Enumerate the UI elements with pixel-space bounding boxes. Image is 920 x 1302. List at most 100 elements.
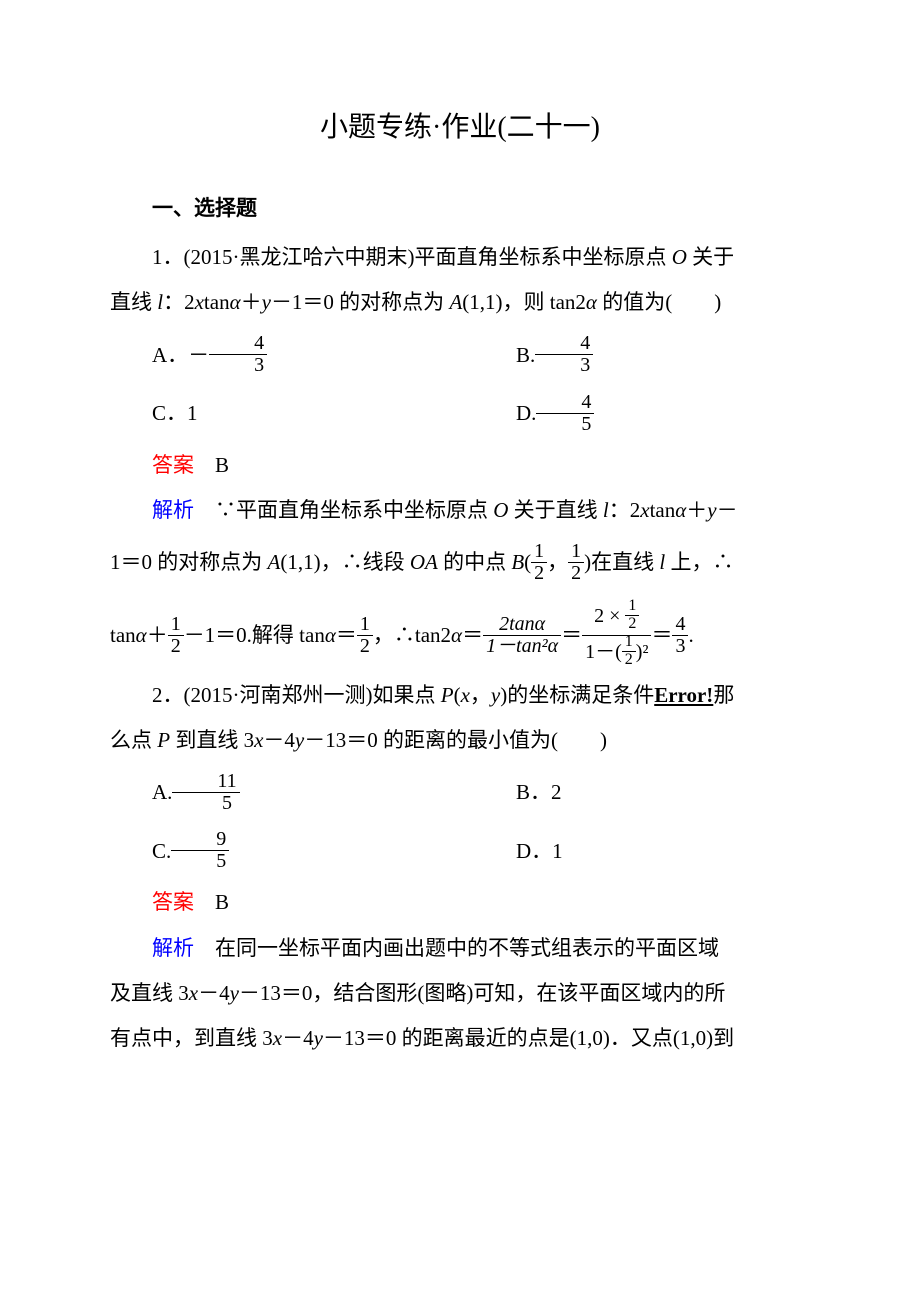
numerator: 2 × 12 bbox=[582, 600, 651, 635]
text: 关于 bbox=[687, 245, 734, 269]
text: ＝ bbox=[462, 623, 483, 647]
fraction: 115 bbox=[172, 771, 239, 814]
text: ＝ bbox=[561, 623, 582, 647]
fraction: 43 bbox=[672, 614, 688, 657]
text: ，∴tan2 bbox=[373, 623, 451, 647]
q2-explain-line1: 解析 在同一坐标平面内画出题中的不等式组表示的平面区域 bbox=[110, 926, 810, 971]
text: 那 bbox=[713, 683, 734, 707]
var-y: y bbox=[491, 683, 500, 707]
denominator: 5 bbox=[536, 413, 594, 435]
text: 有点中，到直线 3 bbox=[110, 1026, 273, 1050]
text: ( bbox=[524, 550, 531, 574]
var-x: x bbox=[461, 683, 470, 707]
q2-option-b: B．2 bbox=[474, 763, 810, 822]
explain-label: 解析 bbox=[152, 936, 194, 960]
text: －13＝0，结合图形(图略)可知，在该平面区域内的所 bbox=[239, 981, 726, 1005]
text: tan bbox=[650, 498, 676, 522]
fraction: 12 bbox=[622, 634, 636, 669]
denominator: 1－tan²α bbox=[483, 635, 561, 657]
label: C. bbox=[152, 839, 171, 863]
q1-explain-line3: tanα＋12－1＝0.解得 tanα＝12，∴tan2α＝2tanα1－tan… bbox=[110, 600, 810, 672]
text: －4 bbox=[198, 981, 230, 1005]
text: ：2 bbox=[609, 498, 641, 522]
var-P: P bbox=[441, 683, 454, 707]
fraction: 12 bbox=[357, 614, 373, 657]
text: )² bbox=[636, 641, 649, 663]
q2-answer: 答案 B bbox=[110, 880, 810, 925]
label: B. bbox=[516, 343, 535, 367]
denominator: 5 bbox=[172, 792, 239, 814]
text: 关于直线 bbox=[508, 498, 603, 522]
var-x: x bbox=[640, 498, 649, 522]
q2-explain-line2: 及直线 3x－4y－13＝0，结合图形(图略)可知，在该平面区域内的所 bbox=[110, 971, 810, 1016]
var-x: x bbox=[254, 728, 263, 752]
explain-label: 解析 bbox=[152, 498, 194, 522]
numerator: 1 bbox=[622, 634, 636, 651]
var-alpha: α bbox=[675, 498, 686, 522]
text: －1＝0 的对称点为 bbox=[271, 290, 450, 314]
text: 在同一坐标平面内画出题中的不等式组表示的平面区域 bbox=[215, 936, 719, 960]
section-heading: 一、选择题 bbox=[110, 186, 810, 231]
q1-answer: 答案 B bbox=[110, 443, 810, 488]
text: 1＝0 的对称点为 bbox=[110, 550, 268, 574]
q2-stem-line1: 2．(2015·河南郑州一测)如果点 P(x，y)的坐标满足条件Error!那 bbox=[110, 673, 810, 718]
numerator: 1 bbox=[357, 614, 373, 635]
text: tan bbox=[204, 290, 230, 314]
var-y: y bbox=[707, 498, 716, 522]
fraction: 45 bbox=[536, 392, 594, 435]
text: )在直线 bbox=[584, 550, 659, 574]
fraction: 43 bbox=[209, 333, 267, 376]
q2-options-row1: A.115 B．2 bbox=[110, 763, 810, 822]
denominator: 2 bbox=[622, 651, 636, 669]
text: 到直线 3 bbox=[170, 728, 254, 752]
label: B．2 bbox=[516, 780, 562, 804]
denominator: 2 bbox=[168, 635, 184, 657]
numerator: 1 bbox=[168, 614, 184, 635]
text: ＝ bbox=[336, 623, 357, 647]
denominator: 2 bbox=[357, 635, 373, 657]
numerator: 4 bbox=[536, 392, 594, 413]
var-O: O bbox=[493, 498, 508, 522]
answer-label: 答案 bbox=[152, 890, 194, 914]
var-O: O bbox=[672, 245, 687, 269]
denominator: 2 bbox=[568, 562, 584, 584]
q1-option-d: D.45 bbox=[474, 384, 810, 443]
answer-value: B bbox=[215, 890, 229, 914]
var-alpha: α bbox=[586, 290, 597, 314]
text: ＋ bbox=[686, 498, 707, 522]
text: 直线 bbox=[110, 290, 157, 314]
text: －4 bbox=[282, 1026, 314, 1050]
var-y: y bbox=[295, 728, 304, 752]
text: － bbox=[717, 498, 738, 522]
var-alpha: α bbox=[230, 290, 241, 314]
denominator: 2 bbox=[625, 615, 639, 633]
fraction-nested: 2 × 121－(12)² bbox=[582, 600, 651, 670]
text: 的中点 bbox=[438, 550, 512, 574]
text: ， bbox=[547, 550, 568, 574]
label: D．1 bbox=[516, 839, 563, 863]
q2-option-c: C.95 bbox=[110, 822, 474, 881]
var-P: P bbox=[157, 728, 170, 752]
var-y: y bbox=[230, 981, 239, 1005]
answer-value: B bbox=[215, 453, 229, 477]
var-alpha: α bbox=[325, 623, 336, 647]
var-y: y bbox=[314, 1026, 323, 1050]
fraction: 95 bbox=[171, 829, 229, 872]
text: 么点 bbox=[110, 728, 157, 752]
text: 上，∴ bbox=[665, 550, 733, 574]
denominator: 3 bbox=[535, 354, 593, 376]
numerator: 4 bbox=[209, 333, 267, 354]
text: 2 × bbox=[594, 605, 620, 627]
text: )的坐标满足条件 bbox=[500, 683, 654, 707]
text: (1,1)，则 tan2 bbox=[462, 290, 586, 314]
q1-options-row1: A．－43 B.43 bbox=[110, 326, 810, 385]
q1-option-a: A．－43 bbox=[110, 326, 474, 385]
text: . bbox=[688, 623, 693, 647]
numerator: 4 bbox=[672, 614, 688, 635]
q2-option-d: D．1 bbox=[474, 822, 810, 881]
text: 2．(2015·河南郑州一测)如果点 bbox=[152, 683, 441, 707]
text: 的值为( ) bbox=[597, 290, 721, 314]
text: －13＝0 的距离的最小值为( ) bbox=[304, 728, 607, 752]
text: 1．(2015·黑龙江哈六中期末)平面直角坐标系中坐标原点 bbox=[152, 245, 672, 269]
text: ＝ bbox=[651, 623, 672, 647]
